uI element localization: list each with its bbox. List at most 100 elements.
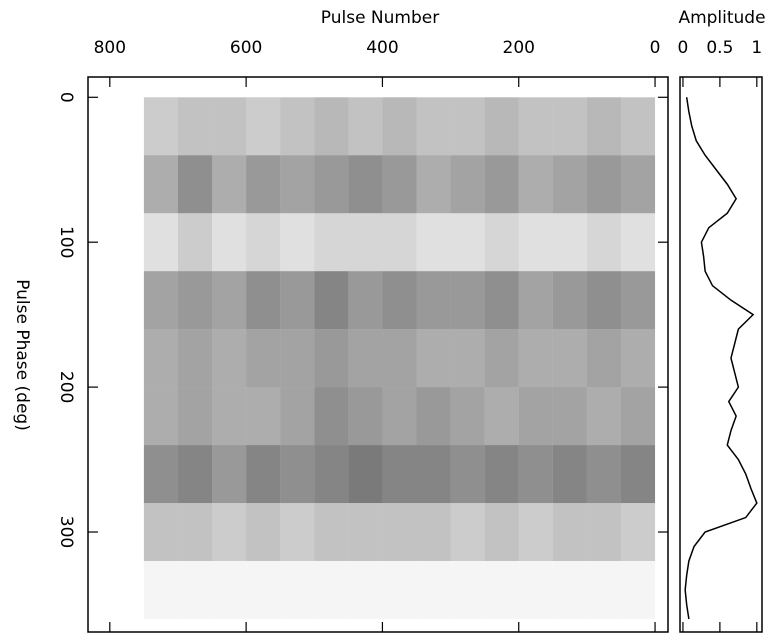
heatmap-cell xyxy=(484,97,519,156)
heatmap-cell xyxy=(586,97,621,156)
x-tick-label: 0 xyxy=(678,38,689,58)
x-tick-label: 400 xyxy=(366,38,398,58)
x-tick-label: 200 xyxy=(503,38,535,58)
heatmap-cell xyxy=(143,387,178,446)
heatmap-cell xyxy=(280,97,315,156)
heatmap-cell xyxy=(620,213,656,272)
heatmap-cell xyxy=(552,560,587,619)
heatmap-cell xyxy=(382,560,417,619)
heatmap-cell xyxy=(450,387,485,446)
y-axis-title: Pulse Phase (deg) xyxy=(12,279,32,431)
heatmap-cell xyxy=(177,213,213,272)
heatmap-cell xyxy=(246,503,281,561)
heatmap-cell xyxy=(348,97,383,156)
heatmap-cell xyxy=(280,213,315,272)
heatmap-cell xyxy=(314,503,349,561)
heatmap-cell xyxy=(382,271,417,330)
y-tick-label: 100 xyxy=(56,226,76,258)
y-tick-label: 300 xyxy=(56,516,76,548)
heatmap-cell xyxy=(552,503,587,561)
heatmap-cell xyxy=(348,560,383,619)
heatmap-cell xyxy=(620,560,656,619)
heatmap-cell xyxy=(314,560,349,619)
heatmap-cell xyxy=(246,271,281,330)
heatmap-cell xyxy=(552,445,587,504)
heatmap-cell xyxy=(450,503,485,561)
heatmap-cell xyxy=(212,97,247,156)
heatmap-cell xyxy=(484,387,519,446)
heatmap-cell xyxy=(518,329,553,388)
heatmap-cell xyxy=(246,97,281,156)
heatmap-cell xyxy=(620,155,656,214)
heatmap-cell xyxy=(552,271,587,330)
heatmap-cell xyxy=(280,155,315,214)
heatmap-cell xyxy=(416,445,451,504)
heatmap-cell xyxy=(586,213,621,272)
heatmap-cell xyxy=(212,271,247,330)
heatmap-cell xyxy=(552,97,587,156)
heatmap-cell xyxy=(177,97,213,156)
heatmap-cell xyxy=(212,213,247,272)
heatmap-cell xyxy=(314,271,349,330)
heatmap-cell xyxy=(212,445,247,504)
heatmap-cell xyxy=(586,271,621,330)
plot-frame xyxy=(87,76,669,633)
heatmap-cell xyxy=(246,329,281,388)
heatmap-cell xyxy=(246,387,281,446)
heatmap-cell xyxy=(177,445,213,504)
heatmap-cell xyxy=(280,560,315,619)
heatmap-cell xyxy=(143,155,178,214)
x-tick-label: 800 xyxy=(94,38,126,58)
heatmap-cell xyxy=(484,445,519,504)
heatmap-cell xyxy=(552,387,587,446)
heatmap-cell xyxy=(518,387,553,446)
heatmap-cell xyxy=(382,97,417,156)
heatmap-cell xyxy=(314,329,349,388)
x-tick-label: 600 xyxy=(230,38,262,58)
y-tick-label: 200 xyxy=(56,371,76,403)
heatmap-cell xyxy=(450,155,485,214)
x-tick-label: 0.5 xyxy=(706,38,733,58)
heatmap-cell xyxy=(484,560,519,619)
heatmap-cell xyxy=(314,445,349,504)
y-tick-label: 0 xyxy=(56,92,76,103)
heatmap-cell xyxy=(518,503,553,561)
heatmap-cell xyxy=(348,445,383,504)
heatmap-cell xyxy=(416,155,451,214)
heatmap-cell xyxy=(620,97,656,156)
heatmap-cell xyxy=(280,329,315,388)
heatmap-cell xyxy=(552,155,587,214)
heatmap-cell xyxy=(518,271,553,330)
heatmap-cell xyxy=(177,503,213,561)
heatmap-cell xyxy=(280,445,315,504)
heatmap-cell xyxy=(586,329,621,388)
heatmap-cell xyxy=(177,560,213,619)
heatmap-cell xyxy=(143,503,178,561)
heatmap-cell xyxy=(484,503,519,561)
heatmap-cell xyxy=(586,445,621,504)
heatmap-cell xyxy=(518,560,553,619)
heatmap-cell xyxy=(143,97,178,156)
heatmap-cell xyxy=(143,329,178,388)
heatmap-cell xyxy=(177,387,213,446)
heatmap-cell xyxy=(518,97,553,156)
heatmap-cell xyxy=(484,155,519,214)
heatmap-cell xyxy=(212,329,247,388)
heatmap-cell xyxy=(586,387,621,446)
heatmap-cell xyxy=(177,329,213,388)
x-tick-label: 0 xyxy=(650,38,661,58)
heatmap-cell xyxy=(484,213,519,272)
heatmap-cell xyxy=(246,560,281,619)
heatmap-cell xyxy=(143,271,178,330)
heatmap-cell xyxy=(177,155,213,214)
heatmap-cell xyxy=(416,503,451,561)
heatmap-cell xyxy=(143,445,178,504)
heatmap-cell xyxy=(416,560,451,619)
heatmap-cell xyxy=(450,213,485,272)
heatmap-cell xyxy=(586,503,621,561)
heatmap-cell xyxy=(416,329,451,388)
heatmap-cell xyxy=(416,213,451,272)
heatmap-cell xyxy=(348,271,383,330)
heatmap-cell xyxy=(586,560,621,619)
heatmap-cell xyxy=(212,387,247,446)
